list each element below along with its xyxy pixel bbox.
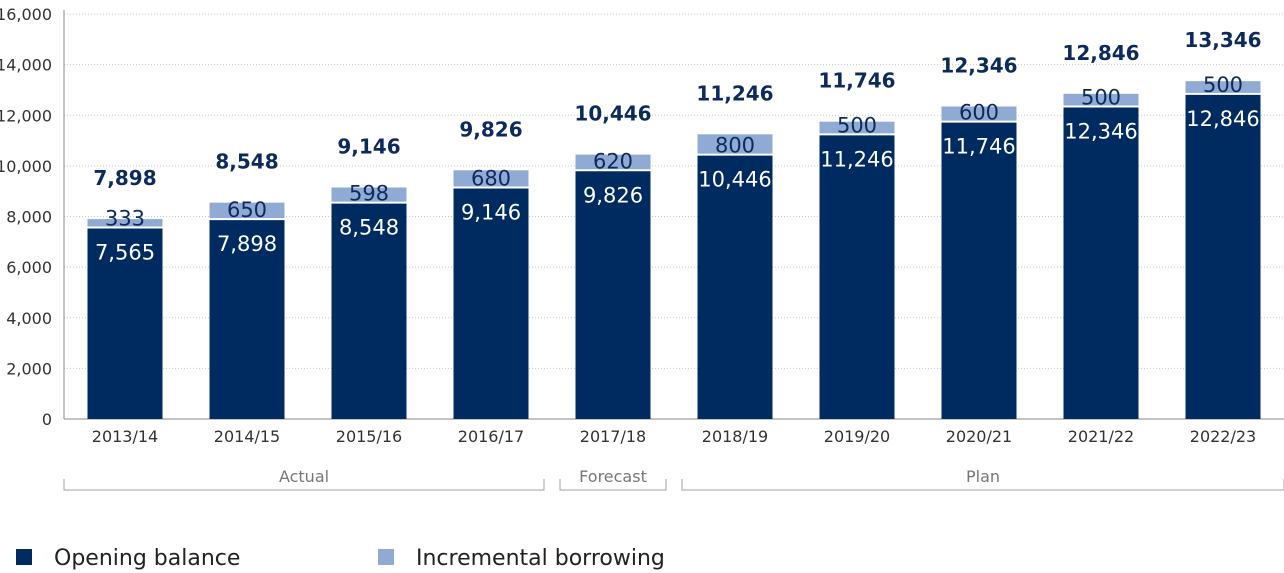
y-tick-label: 8,000 xyxy=(6,208,52,227)
bar-opening-balance xyxy=(575,170,651,419)
data-label-incremental-borrowing: 680 xyxy=(471,166,511,190)
data-label-incremental-borrowing: 598 xyxy=(349,182,389,206)
y-tick-label: 16,000 xyxy=(0,5,52,24)
group-bracket xyxy=(559,479,667,491)
x-tick-label: 2017/18 xyxy=(580,427,646,446)
x-tick-label: 2013/14 xyxy=(92,427,158,446)
data-label-opening-balance: 8,548 xyxy=(339,216,399,240)
data-label-total: 7,898 xyxy=(93,166,156,190)
y-tick-label: 10,000 xyxy=(0,157,52,176)
legend-label: Opening balance xyxy=(54,546,240,571)
data-label-total: 12,846 xyxy=(1062,41,1139,65)
bar-incremental-borrowing xyxy=(1063,93,1139,107)
bar-incremental-borrowing xyxy=(209,202,285,220)
x-tick-label: 2016/17 xyxy=(458,427,524,446)
data-label-opening-balance: 12,846 xyxy=(1186,107,1259,131)
data-label-total: 11,746 xyxy=(818,69,895,93)
x-tick-label: 2019/20 xyxy=(824,427,890,446)
bar-incremental-borrowing xyxy=(87,219,163,228)
bar-opening-balance xyxy=(209,219,285,419)
data-label-opening-balance: 9,826 xyxy=(583,183,643,207)
data-label-opening-balance: 10,446 xyxy=(698,168,771,192)
group-label: Actual xyxy=(279,467,329,486)
data-label-incremental-borrowing: 650 xyxy=(227,198,267,222)
y-tick-label: 0 xyxy=(42,410,52,429)
bar-incremental-borrowing xyxy=(331,187,407,203)
bar-opening-balance xyxy=(331,202,407,419)
bar-opening-balance xyxy=(1063,106,1139,419)
data-label-opening-balance: 7,898 xyxy=(217,232,277,256)
data-label-total: 12,346 xyxy=(940,53,1017,77)
data-label-opening-balance: 11,246 xyxy=(820,147,893,171)
group-bracket xyxy=(681,479,1284,491)
group-label: Plan xyxy=(966,467,1000,486)
data-label-incremental-borrowing: 800 xyxy=(715,134,755,158)
y-tick-label: 12,000 xyxy=(0,106,52,125)
data-label-opening-balance: 11,746 xyxy=(942,135,1015,159)
x-tick-label: 2014/15 xyxy=(214,427,280,446)
data-label-total: 9,826 xyxy=(459,117,522,141)
bar-incremental-borrowing xyxy=(941,106,1017,122)
bar-opening-balance xyxy=(453,187,529,419)
data-label-opening-balance: 12,346 xyxy=(1064,119,1137,143)
bar-incremental-borrowing xyxy=(819,121,895,135)
legend-swatch xyxy=(16,549,32,565)
data-label-total: 8,548 xyxy=(215,150,278,174)
data-label-total: 11,246 xyxy=(696,81,773,105)
y-tick-label: 14,000 xyxy=(0,56,52,75)
bar-incremental-borrowing xyxy=(697,134,773,155)
bar-opening-balance xyxy=(941,121,1017,419)
y-tick-label: 4,000 xyxy=(6,309,52,328)
data-label-opening-balance: 7,565 xyxy=(95,241,155,265)
bar-opening-balance xyxy=(819,134,895,419)
x-tick-label: 2020/21 xyxy=(946,427,1012,446)
y-tick-label: 6,000 xyxy=(6,258,52,277)
group-bracket xyxy=(63,479,545,491)
x-tick-label: 2018/19 xyxy=(702,427,768,446)
data-label-opening-balance: 9,146 xyxy=(461,200,521,224)
x-tick-label: 2021/22 xyxy=(1068,427,1134,446)
data-label-incremental-borrowing: 500 xyxy=(837,113,877,137)
bar-incremental-borrowing xyxy=(1185,81,1261,94)
bar-incremental-borrowing xyxy=(453,170,529,188)
data-label-incremental-borrowing: 600 xyxy=(959,101,999,125)
bar-incremental-borrowing xyxy=(575,154,651,171)
x-tick-label: 2022/23 xyxy=(1190,427,1256,446)
y-tick-label: 2,000 xyxy=(6,359,52,378)
data-label-incremental-borrowing: 500 xyxy=(1081,85,1121,109)
data-label-total: 13,346 xyxy=(1184,28,1261,52)
bar-opening-balance xyxy=(697,154,773,419)
data-label-total: 9,146 xyxy=(337,134,400,158)
data-label-incremental-borrowing: 333 xyxy=(105,207,145,231)
data-label-incremental-borrowing: 620 xyxy=(593,149,633,173)
data-label-total: 10,446 xyxy=(574,102,651,126)
legend-swatch xyxy=(378,549,394,565)
bar-opening-balance xyxy=(87,227,163,419)
data-label-incremental-borrowing: 500 xyxy=(1203,73,1243,97)
bar-opening-balance xyxy=(1185,93,1261,419)
group-label: Forecast xyxy=(579,467,647,486)
x-tick-label: 2015/16 xyxy=(336,427,402,446)
legend-label: Incremental borrowing xyxy=(416,546,665,571)
